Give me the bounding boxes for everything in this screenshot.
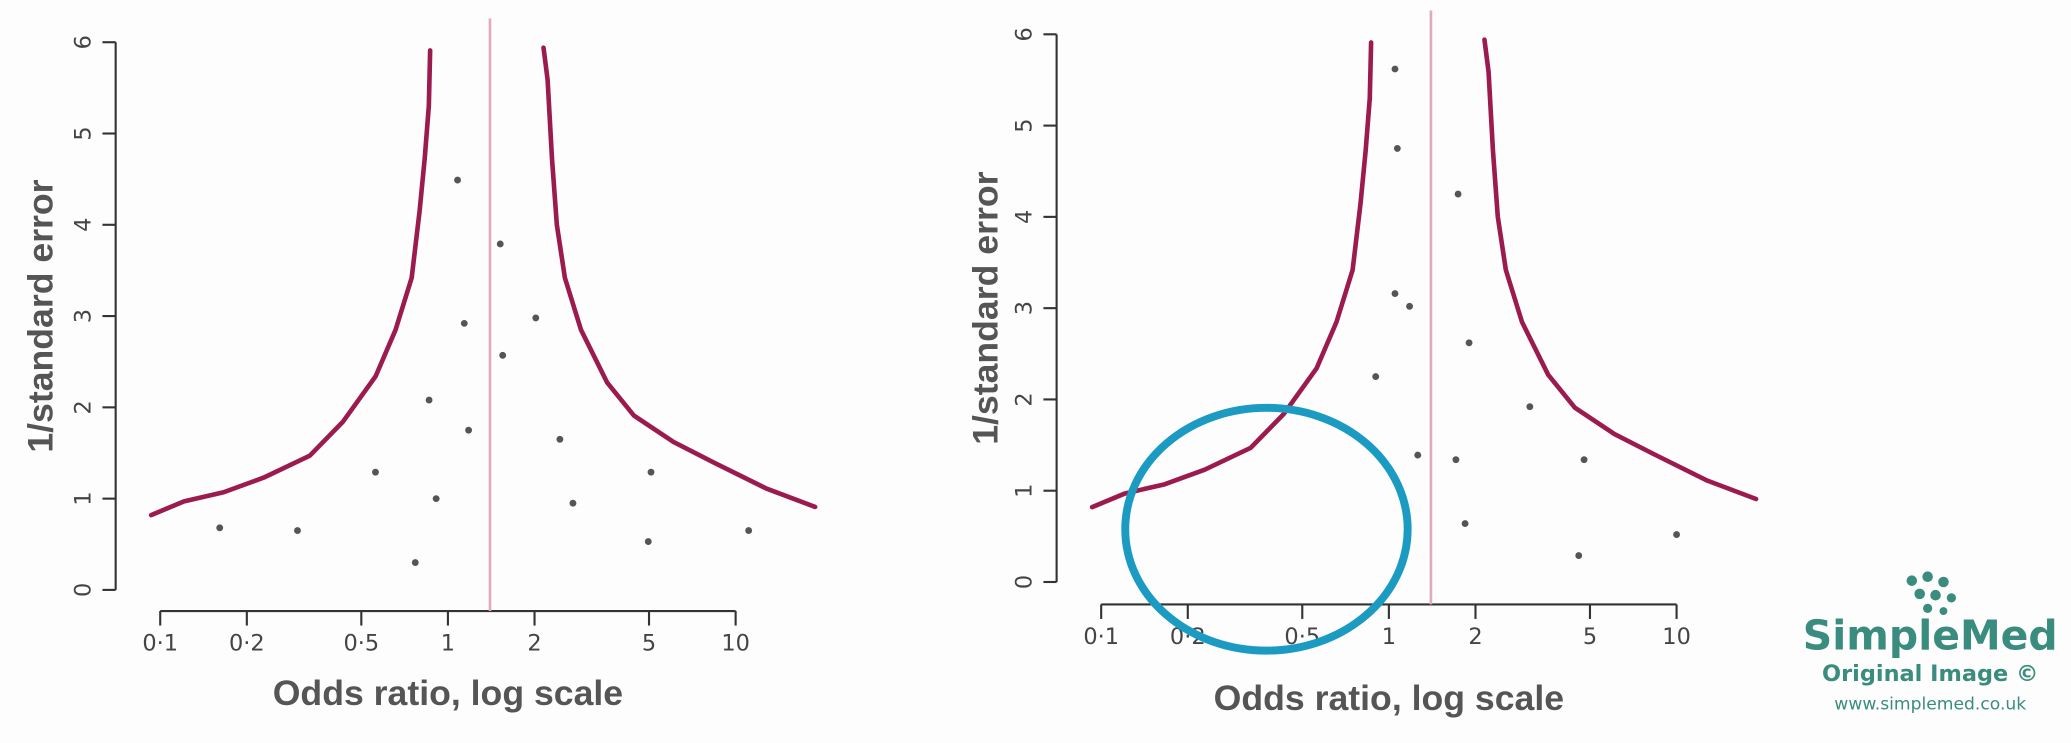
highlight-ellipse [1121,403,1412,655]
y-tick-label: 2 [1011,392,1037,406]
study-point [1461,520,1469,528]
study-point [1465,339,1473,347]
study-point [1391,290,1399,297]
study-point [1575,552,1583,559]
x-tick-label: 0·1 [1083,624,1119,650]
x-tick-label: 10 [1662,624,1691,650]
x-tick-label: 0·2 [229,631,265,657]
y-tick-label: 5 [1011,118,1037,132]
y-tick-label: 1 [70,491,96,505]
funnel-curve [1089,40,1374,510]
study-point [1526,403,1534,411]
x-tick-label: 2 [1468,624,1482,650]
x-tick-label: 0·5 [343,631,379,657]
funnel-curve [148,48,433,518]
x-tick-label: 0·1 [142,631,178,657]
x-tick-label: 10 [721,631,750,657]
study-point [556,435,564,443]
y-tick-label: 2 [70,400,96,414]
study-point [532,314,540,322]
study-point [294,527,301,535]
study-point [1372,373,1380,381]
study-point [1393,144,1401,152]
study-point [1454,190,1462,198]
study-point [460,319,468,327]
logo-icon [1906,571,1957,615]
x-tick-label: 1 [441,631,455,657]
study-point [465,426,473,434]
watermark-brand: SimpleMed [1803,612,2058,660]
panel: 0 1 2 3 4 5 6 0·1 0·2 0·5 1 2 5 10 1/standard error Odd… [20,18,818,713]
y-tick-label: 4 [70,218,96,232]
study-point [454,176,461,184]
y-tick-label: 4 [1011,210,1037,224]
study-point [644,538,652,545]
y-tick-label: 6 [1011,27,1037,41]
x-tick-label: 5 [642,631,656,657]
y-tick-label: 5 [70,126,96,140]
study-point [1414,451,1422,459]
x-axis-title: Odds ratio, log scale [273,673,623,713]
study-point [432,495,440,503]
y-axis-title: 1/standard error [965,171,1005,444]
study-point [1406,302,1413,310]
x-axis-title: Odds ratio, log scale [1214,678,1564,718]
y-tick-label: 3 [70,309,96,323]
study-point [1580,456,1588,464]
study-point [745,527,753,535]
study-point [496,240,504,248]
y-tick-label: 6 [70,35,96,49]
watermark: SimpleMed Original Image © www.simplemed… [1803,571,2058,715]
study-point [216,524,224,532]
study-point [411,559,419,566]
y-tick-label: 0 [70,583,96,597]
funnel-curve [541,45,818,510]
watermark-url: www.simplemed.co.uk [1834,695,2026,715]
study-point [1452,456,1460,464]
funnel-curve [1482,37,1759,502]
study-point [372,468,379,476]
study-point [499,351,507,359]
y-tick-label: 1 [1011,484,1037,498]
y-axis-title: 1/standard error [20,179,60,452]
study-point [569,499,577,507]
x-tick-label: 2 [527,631,541,657]
y-tick-label: 0 [1011,575,1037,589]
study-point [1391,65,1399,73]
x-tick-label: 5 [1583,624,1597,650]
study-point [425,396,433,404]
study-point [647,468,655,476]
x-tick-label: 1 [1382,624,1396,650]
watermark-caption: Original Image © [1822,661,2038,687]
study-point [1673,531,1681,538]
y-tick-label: 3 [1011,301,1037,315]
